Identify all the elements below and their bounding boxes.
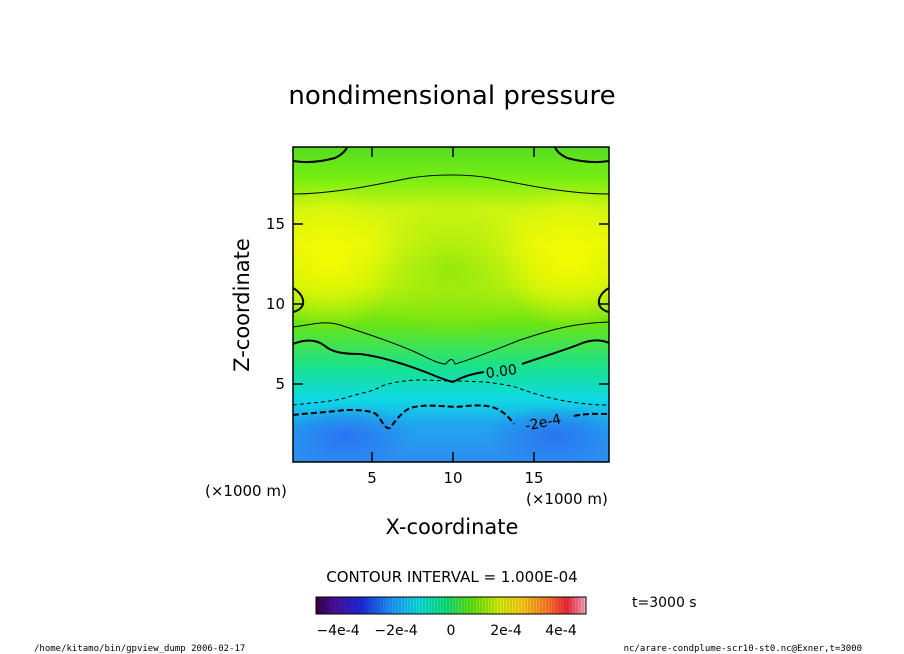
blue-minimum-left [293,405,415,462]
x-unit-label-left: (×1000 m) [205,482,287,500]
colorbar-tick-label-2e-4: 2e-4 [490,623,522,639]
yellow-maximum-left [293,186,400,330]
footer-right: nc/arare-condplume-scr10-st0.nc@Exner,t=… [624,644,862,654]
contour-dashed-thin [293,379,609,406]
colorbar-tick-label-0: 0 [447,623,456,639]
chart-title: nondimensional pressure [288,81,615,111]
contour-thin-middle [293,321,609,365]
colorbar-tick-label-4e-4: 4e-4 [545,623,577,639]
y-tick-label-15: 15 [266,215,285,233]
center-green-blob [361,200,541,340]
y-axis-label: Z-coordinate [230,238,254,372]
x-axis-label: X-coordinate [386,515,519,539]
x-ticks [371,147,535,462]
footer-left: /home/kitamo/bin/gpview_dump 2006-02-17 [34,644,245,654]
x-tick-label-15: 15 [524,469,543,487]
colorbar-tick-label-minus-2e-4: −2e-4 [374,623,417,639]
colorbar-tick-label-minus-4e-4: −4e-4 [316,623,359,639]
y-ticks [293,223,609,385]
contour-top-right [554,147,609,163]
colorbar [316,597,586,614]
colorbar-frame [315,596,587,615]
yellow-maximum-right [500,186,609,330]
contour-interval-text: CONTOUR INTERVAL = 1.000E-04 [326,568,577,586]
contour-label-zero: 0.00 [485,362,518,382]
contour-minus-2e-4 [293,404,609,430]
blue-minimum-right [485,405,609,462]
x-unit-label-right: (×1000 m) [526,490,608,508]
x-tick-label-10: 10 [443,469,462,487]
x-tick-label-5: 5 [367,469,377,487]
colorbar-stripes [318,597,584,614]
y-tick-label-5: 5 [275,375,285,393]
y-tick-label-10: 10 [266,295,285,313]
contour-label-minus-2e-4: -2e-4 [524,411,563,434]
contour-upper [293,174,609,195]
plot-area [293,147,609,462]
time-label: t=3000 s [632,595,697,611]
contour-top-left [293,147,348,163]
